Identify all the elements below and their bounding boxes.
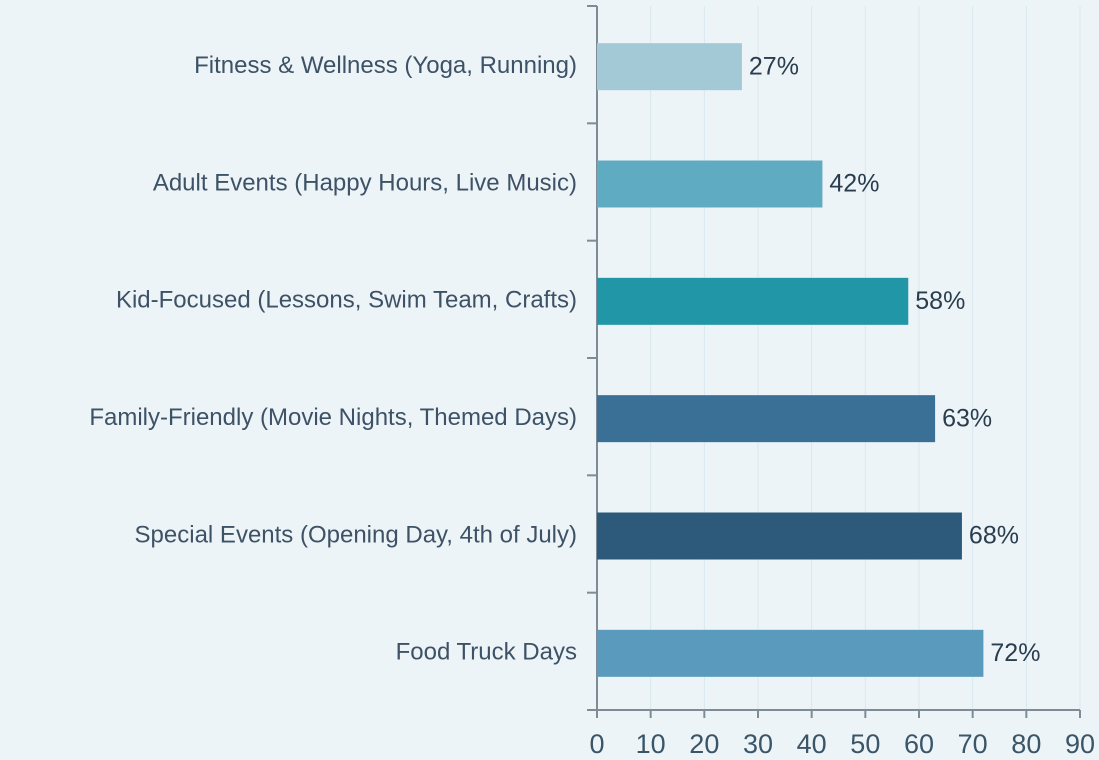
y-tick-label: Adult Events (Happy Hours, Live Music) bbox=[153, 169, 577, 196]
y-tick-label: Food Truck Days bbox=[396, 639, 577, 666]
bar bbox=[597, 395, 936, 443]
x-tick-label: 50 bbox=[850, 729, 880, 759]
y-tick-label: Special Events (Opening Day, 4th of July… bbox=[135, 521, 577, 548]
value-label: 27% bbox=[749, 52, 799, 80]
value-label: 58% bbox=[915, 287, 965, 315]
x-tick-label: 40 bbox=[797, 729, 827, 759]
bar bbox=[597, 512, 962, 560]
bar bbox=[597, 629, 984, 677]
value-label: 68% bbox=[969, 522, 1019, 550]
value-label: 42% bbox=[829, 170, 879, 198]
y-tick-label: Family-Friendly (Movie Nights, Themed Da… bbox=[89, 404, 577, 431]
x-tick-label: 80 bbox=[1011, 729, 1041, 759]
bar bbox=[597, 277, 909, 325]
value-label: 72% bbox=[990, 639, 1040, 667]
x-tick-label: 60 bbox=[904, 729, 934, 759]
y-tick-label: Fitness & Wellness (Yoga, Running) bbox=[194, 52, 577, 79]
x-tick-label: 90 bbox=[1065, 729, 1095, 759]
x-tick-label: 10 bbox=[636, 729, 666, 759]
x-tick-label: 0 bbox=[589, 729, 604, 759]
y-tick-label: Kid-Focused (Lessons, Swim Team, Crafts) bbox=[116, 287, 577, 314]
x-tick-label: 30 bbox=[743, 729, 773, 759]
bar bbox=[597, 160, 823, 208]
x-tick-label: 70 bbox=[958, 729, 988, 759]
value-label: 63% bbox=[942, 404, 992, 432]
x-tick-label: 20 bbox=[689, 729, 719, 759]
bar bbox=[597, 43, 742, 91]
